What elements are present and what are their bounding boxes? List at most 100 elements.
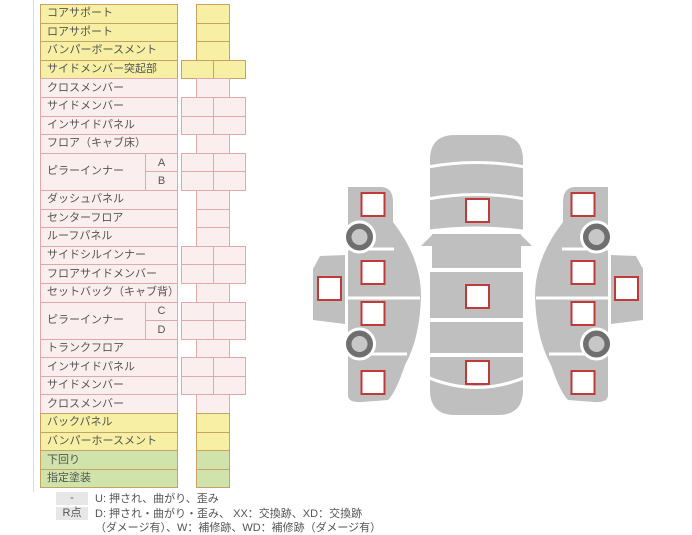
damage-cell[interactable] <box>196 22 230 43</box>
damage-cell[interactable] <box>196 78 230 98</box>
damage-cell[interactable] <box>196 413 230 433</box>
damage-cell[interactable] <box>196 41 230 61</box>
part-sub-label: A <box>145 152 178 173</box>
damage-marker-top-view-rear[interactable] <box>465 360 490 385</box>
damage-cell-group <box>181 59 247 80</box>
part-label: バックパネル <box>40 413 178 433</box>
part-sub-label: B <box>145 171 178 191</box>
part-label: サイドメンバー突起部 <box>40 59 178 80</box>
damage-marker-right-side-2[interactable] <box>570 260 596 285</box>
damage-cell[interactable] <box>196 338 230 359</box>
damage-cell-group <box>181 4 247 24</box>
damage-cell[interactable] <box>213 320 246 340</box>
damage-cell-group <box>181 78 247 98</box>
damage-cell[interactable] <box>181 115 214 136</box>
damage-cell[interactable] <box>213 59 246 80</box>
legend-text: U: 押され、曲がり、歪み <box>95 493 219 505</box>
damage-cell-group <box>181 468 247 489</box>
damage-cell[interactable] <box>181 264 214 284</box>
damage-cell[interactable] <box>181 357 214 377</box>
damage-cell-group <box>181 264 247 284</box>
damage-cell[interactable] <box>181 320 214 340</box>
legend-text: D: 押され・曲がり・歪み、 XX：交換跡、XD：交換跡 （ダメージ有）、W：補… <box>95 508 382 534</box>
part-label: サイドメンバー <box>40 96 178 117</box>
table-row: ピラーインナー A B <box>40 152 247 191</box>
damage-cell[interactable] <box>213 115 246 136</box>
damage-cell[interactable] <box>181 245 214 266</box>
table-row: サイドメンバー <box>40 96 247 117</box>
table-row: フロアサイドメンバー <box>40 264 247 284</box>
damage-cell[interactable] <box>213 264 246 284</box>
damage-marker-left-side-outer[interactable] <box>317 276 342 301</box>
table-row: ロアサポート <box>40 22 247 43</box>
damage-cell[interactable] <box>181 171 214 191</box>
damage-marker-left-side-1[interactable] <box>360 192 386 217</box>
damage-cell[interactable] <box>196 189 230 210</box>
damage-cell[interactable] <box>196 431 230 452</box>
table-row: 下回り <box>40 450 247 470</box>
part-label: ピラーインナー <box>40 301 146 340</box>
damage-cell[interactable] <box>196 134 230 154</box>
damage-cell[interactable] <box>213 171 246 191</box>
part-label: クロスメンバー <box>40 78 178 98</box>
damage-cell[interactable] <box>213 96 246 117</box>
table-row: ダッシュパネル <box>40 189 247 210</box>
damage-marker-right-side-3[interactable] <box>570 301 596 326</box>
damage-cell-group <box>181 301 247 340</box>
part-label: ピラーインナー <box>40 152 146 191</box>
damage-cell[interactable] <box>213 357 246 377</box>
damage-marker-right-side-outer[interactable] <box>614 276 639 301</box>
damage-cell[interactable] <box>213 152 246 173</box>
table-row: バックパネル <box>40 413 247 433</box>
damage-cell[interactable] <box>196 468 230 489</box>
parts-table: コアサポート ロアサポート バンパーボースメント サイドメンバー突起部 クロスメンバーサ… <box>40 4 247 489</box>
damage-marker-top-view-center[interactable] <box>465 284 490 309</box>
damage-cell-group <box>181 22 247 43</box>
table-row: トランクフロア <box>40 338 247 359</box>
damage-cell[interactable] <box>196 450 230 470</box>
damage-cell[interactable] <box>196 227 230 247</box>
table-row: クロスメンバー <box>40 78 247 98</box>
damage-cell-group <box>181 245 247 266</box>
damage-cell-group <box>181 338 247 359</box>
part-label: トランクフロア <box>40 338 178 359</box>
damage-cell[interactable] <box>181 301 214 322</box>
damage-cell[interactable] <box>196 394 230 415</box>
damage-cell[interactable] <box>213 301 246 322</box>
wheel-icon <box>343 220 376 254</box>
damage-cell[interactable] <box>196 282 230 303</box>
damage-cell-group <box>181 375 247 396</box>
damage-cell-group <box>181 394 247 415</box>
damage-marker-right-side-1[interactable] <box>570 192 596 217</box>
part-label: クロスメンバー <box>40 394 178 415</box>
wheel-icon <box>580 220 613 254</box>
part-label: コアサポート <box>40 4 178 24</box>
damage-cell[interactable] <box>181 59 214 80</box>
damage-cell-group <box>181 450 247 470</box>
damage-marker-top-view-front[interactable] <box>465 198 490 223</box>
damage-cell[interactable] <box>213 375 246 396</box>
table-row: クロスメンバー <box>40 394 247 415</box>
damage-cell[interactable] <box>213 245 246 266</box>
table-row: インサイドパネル <box>40 115 247 136</box>
damage-cell-group <box>181 282 247 303</box>
damage-marker-left-side-4[interactable] <box>360 370 386 395</box>
damage-cell[interactable] <box>181 375 214 396</box>
wheel-icon <box>343 327 376 361</box>
table-row: サイドシルインナー <box>40 245 247 266</box>
legend-row: - U: 押され、曲がり、歪み <box>56 492 381 506</box>
damage-marker-left-side-2[interactable] <box>360 260 386 285</box>
legend-code-badge: R点 <box>56 507 88 520</box>
legend: - U: 押され、曲がり、歪み R点 D: 押され・曲がり・歪み、 XX：交換跡… <box>56 492 381 535</box>
damage-cell[interactable] <box>196 4 230 24</box>
damage-cell[interactable] <box>196 208 230 229</box>
wheel-icon <box>580 327 613 361</box>
damage-cell[interactable] <box>181 96 214 117</box>
damage-cell[interactable] <box>181 152 214 173</box>
damage-cell-group <box>181 413 247 433</box>
damage-marker-right-side-4[interactable] <box>570 370 596 395</box>
damage-marker-left-side-3[interactable] <box>360 301 386 326</box>
damage-cell-group <box>181 208 247 229</box>
damage-cell-group <box>181 227 247 247</box>
part-label: ルーフパネル <box>40 227 178 247</box>
